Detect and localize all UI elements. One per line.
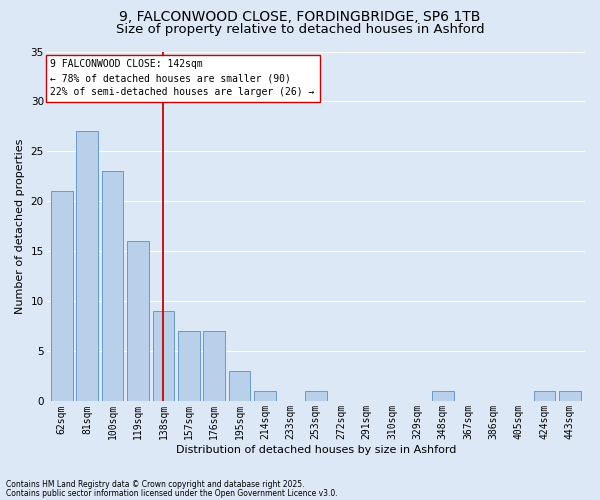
Text: Contains HM Land Registry data © Crown copyright and database right 2025.: Contains HM Land Registry data © Crown c… — [6, 480, 305, 489]
Bar — [533, 392, 555, 402]
Text: Size of property relative to detached houses in Ashford: Size of property relative to detached ho… — [116, 22, 484, 36]
Text: 9 FALCONWOOD CLOSE: 142sqm
← 78% of detached houses are smaller (90)
22% of semi: 9 FALCONWOOD CLOSE: 142sqm ← 78% of deta… — [50, 60, 315, 98]
Bar — [152, 312, 174, 402]
Bar — [76, 132, 98, 402]
Bar — [254, 392, 276, 402]
X-axis label: Distribution of detached houses by size in Ashford: Distribution of detached houses by size … — [176, 445, 456, 455]
Bar — [305, 392, 326, 402]
Text: Contains public sector information licensed under the Open Government Licence v3: Contains public sector information licen… — [6, 488, 338, 498]
Bar — [51, 192, 73, 402]
Y-axis label: Number of detached properties: Number of detached properties — [15, 139, 25, 314]
Bar — [432, 392, 454, 402]
Bar — [102, 172, 124, 402]
Bar — [203, 332, 225, 402]
Bar — [178, 332, 200, 402]
Bar — [559, 392, 581, 402]
Bar — [229, 372, 250, 402]
Bar — [127, 242, 149, 402]
Text: 9, FALCONWOOD CLOSE, FORDINGBRIDGE, SP6 1TB: 9, FALCONWOOD CLOSE, FORDINGBRIDGE, SP6 … — [119, 10, 481, 24]
